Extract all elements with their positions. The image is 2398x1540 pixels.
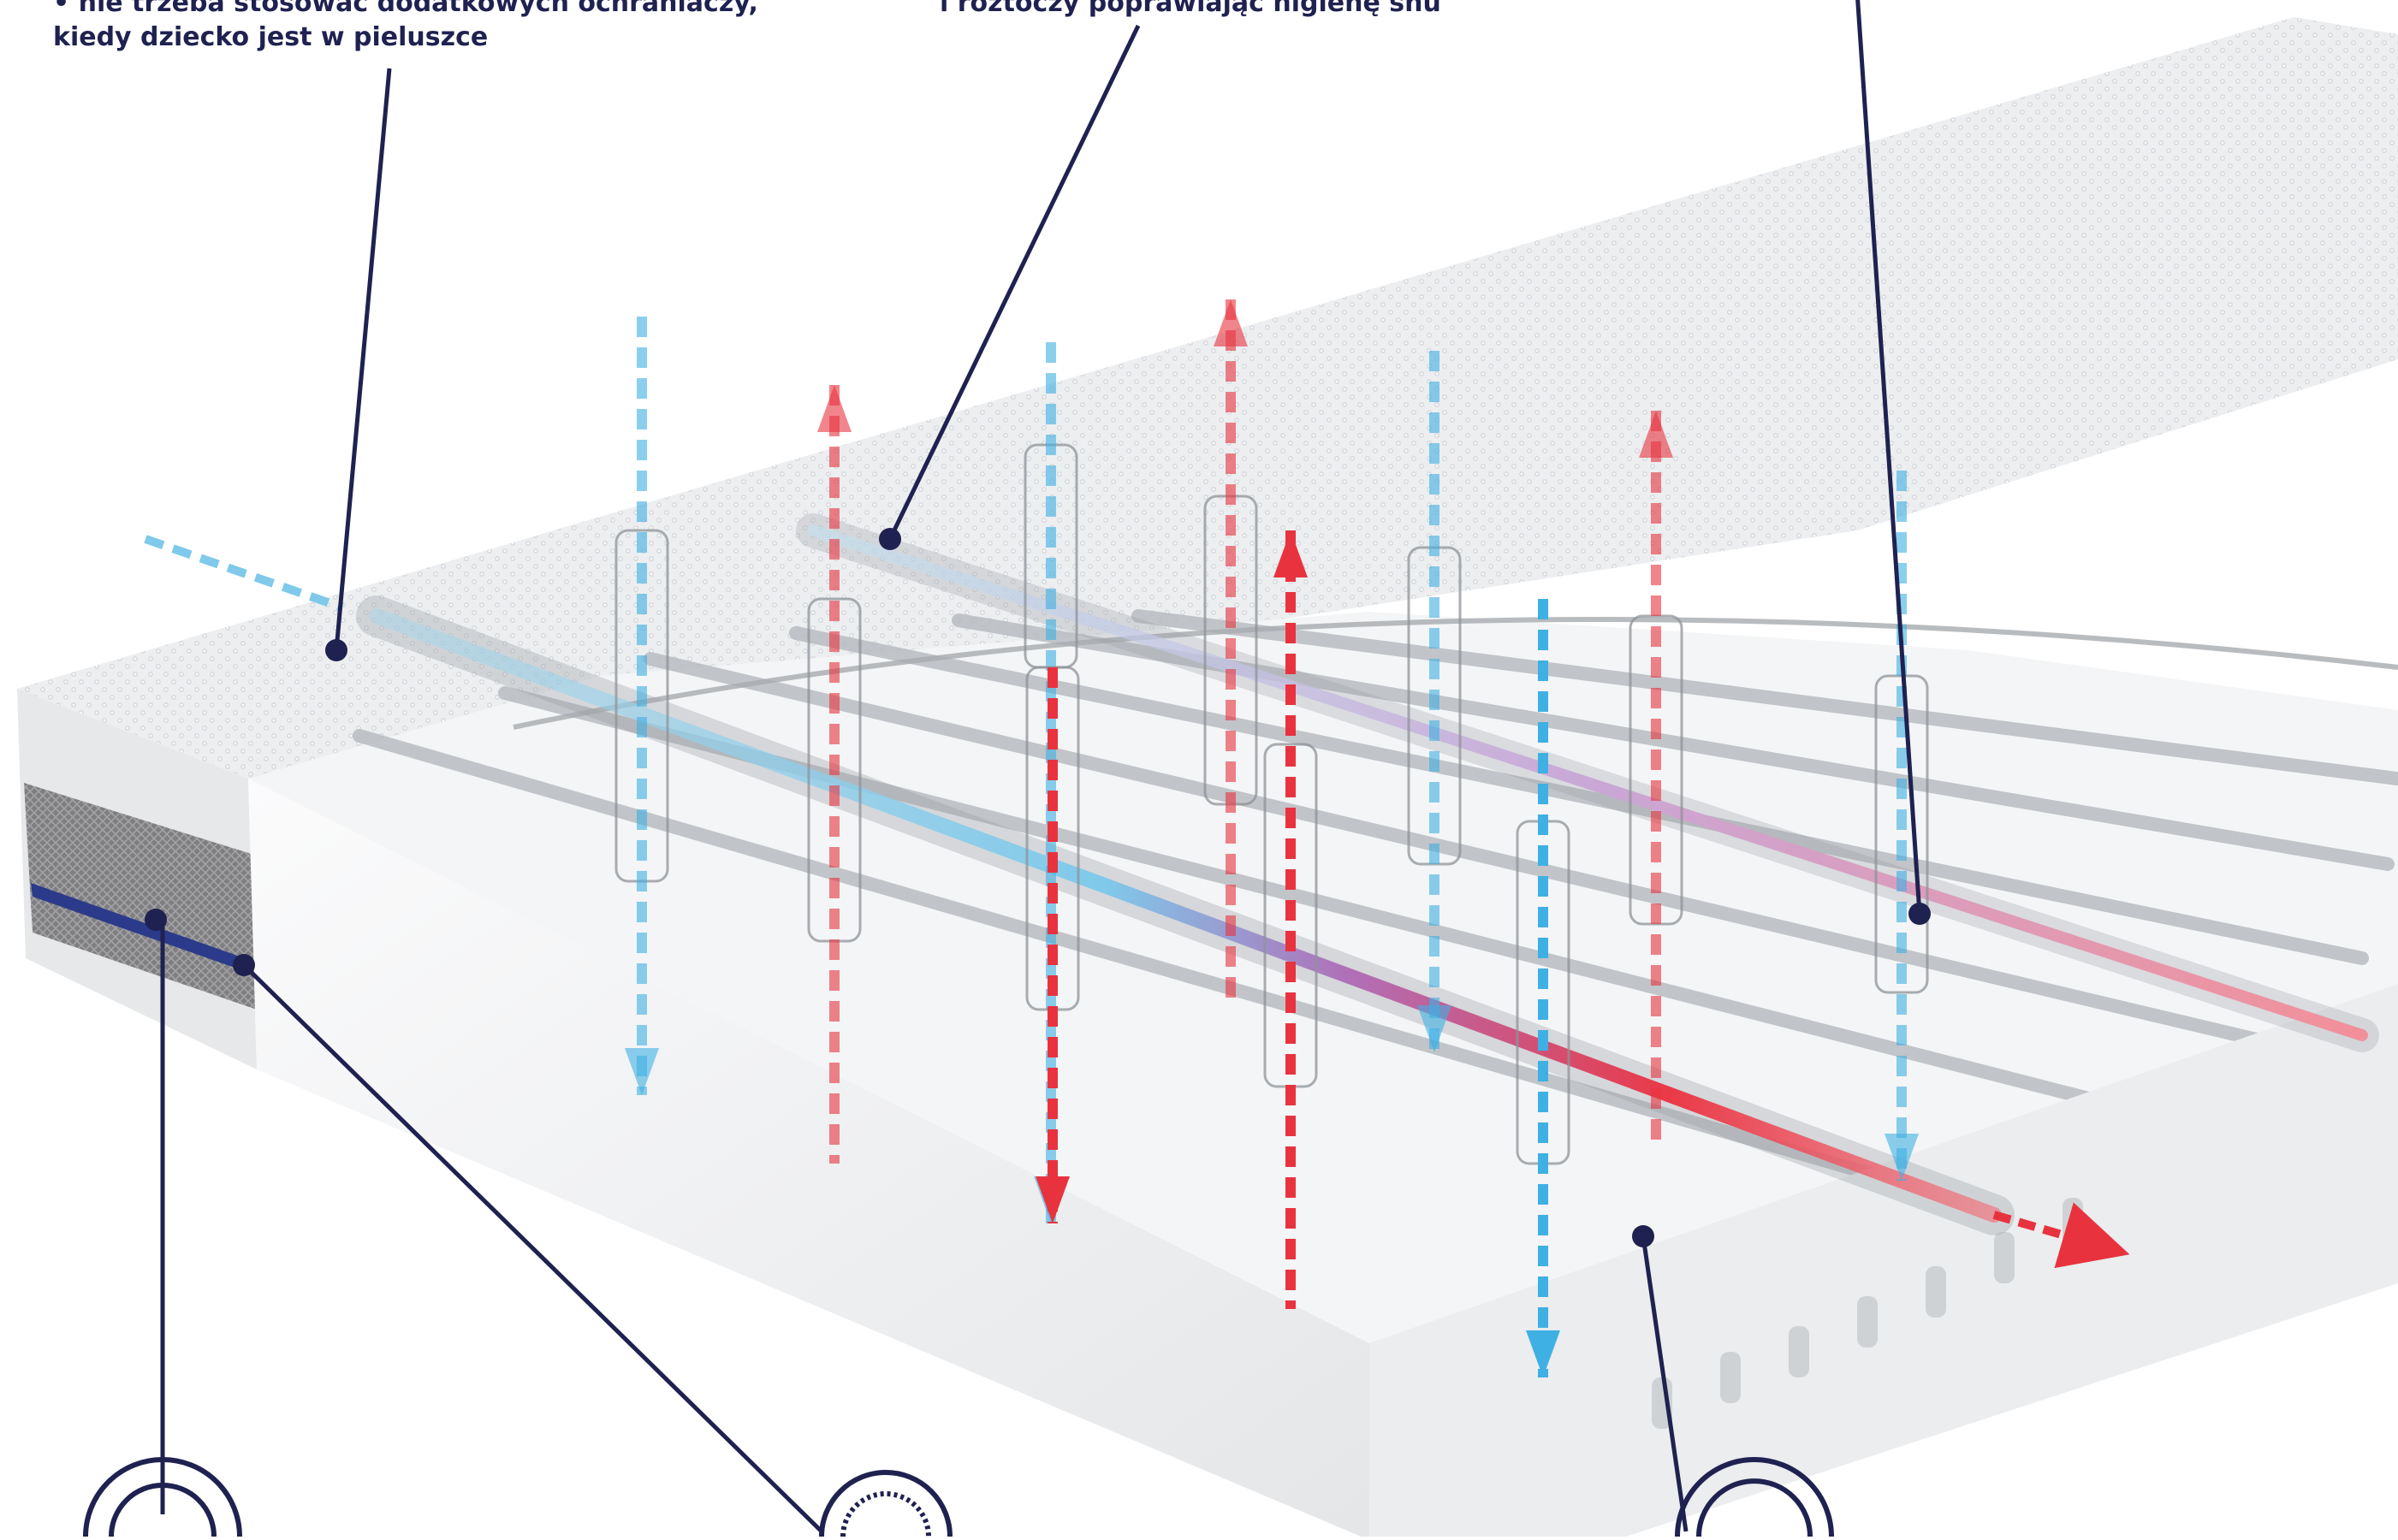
air-up-arrow-icon (817, 385, 852, 432)
air-up-arrow-icon (1273, 530, 1308, 578)
air-up-arrow-icon (1639, 411, 1673, 458)
air-up-arrow-icon (1214, 299, 1248, 346)
caption-left: • nie trzeba stosować dodatkowych ochran… (53, 0, 758, 55)
air-channel-back (796, 513, 2379, 1052)
air-down-arrow-icon (1036, 1176, 1070, 1223)
caption-left-line-1: • nie trzeba stosować dodatkowych ochran… (53, 0, 758, 18)
air-down-arrow-icon (1885, 1134, 1919, 1181)
warm-air-outflow-arrow (1992, 1202, 2130, 1269)
air-down-arrow-icon (1417, 1005, 1451, 1052)
air-channel-front (356, 595, 2015, 1235)
caption-middle-line-1: i roztoczy poprawiając higienę snu (940, 0, 1441, 18)
callout-dot-cover (325, 639, 347, 661)
air-flow-arrow-icon (819, 1470, 953, 1537)
callout-dot-channel (879, 528, 901, 550)
blue-stripe (31, 883, 257, 975)
mattress-cover-top (17, 17, 2398, 779)
callout-dot-mesh (145, 909, 167, 931)
vertical-air-columns (614, 299, 1929, 1377)
foam-side-face (1369, 984, 2398, 1537)
callout-dot-foam (1632, 1225, 1654, 1247)
caption-left-line-2: kiedy dziecko jest w pieluszce (53, 22, 489, 52)
air-down-arrow-icon (1526, 1330, 1560, 1377)
mattress-icon (83, 1457, 242, 1537)
callout-dot-airflow (1908, 903, 1931, 925)
caption-middle: i roztoczy poprawiając higienę snu (940, 0, 1441, 21)
foam-front-face (248, 779, 1369, 1540)
cool-air-inflow-arrow (144, 535, 344, 612)
callout-dot-stripe (233, 954, 255, 976)
air-down-arrow-icon (625, 1048, 659, 1095)
callout-badge-icon (1675, 1457, 1834, 1537)
